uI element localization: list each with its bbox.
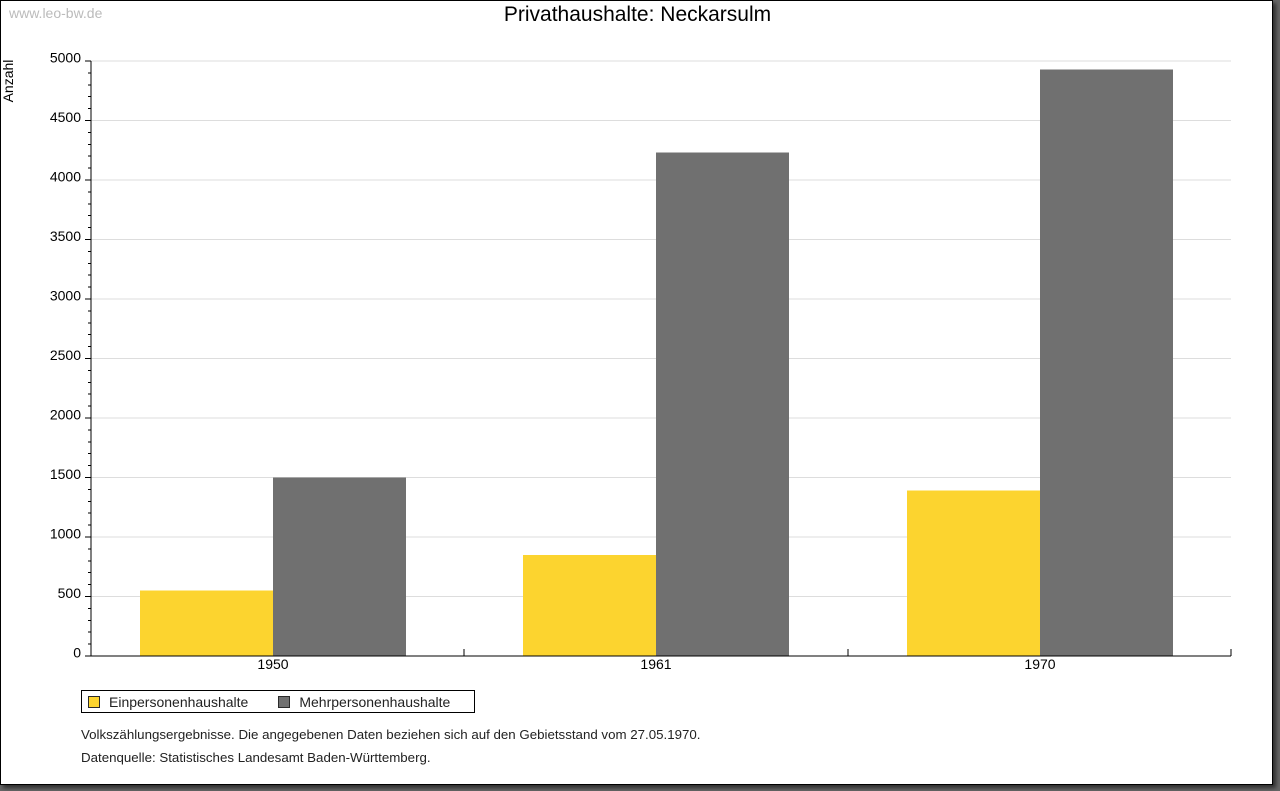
svg-text:4500: 4500 (50, 109, 81, 125)
svg-text:3500: 3500 (50, 228, 81, 244)
svg-text:1000: 1000 (50, 526, 81, 542)
svg-text:1961: 1961 (640, 656, 671, 672)
svg-text:2500: 2500 (50, 347, 81, 363)
svg-text:500: 500 (58, 585, 82, 601)
svg-text:1970: 1970 (1024, 656, 1055, 672)
svg-text:0: 0 (73, 645, 81, 661)
svg-text:Anzahl: Anzahl (1, 60, 16, 103)
svg-text:3000: 3000 (50, 288, 81, 304)
svg-text:1950: 1950 (257, 656, 288, 672)
svg-text:5000: 5000 (50, 50, 81, 66)
svg-text:2000: 2000 (50, 407, 81, 423)
svg-text:4000: 4000 (50, 169, 81, 185)
svg-text:1500: 1500 (50, 466, 81, 482)
